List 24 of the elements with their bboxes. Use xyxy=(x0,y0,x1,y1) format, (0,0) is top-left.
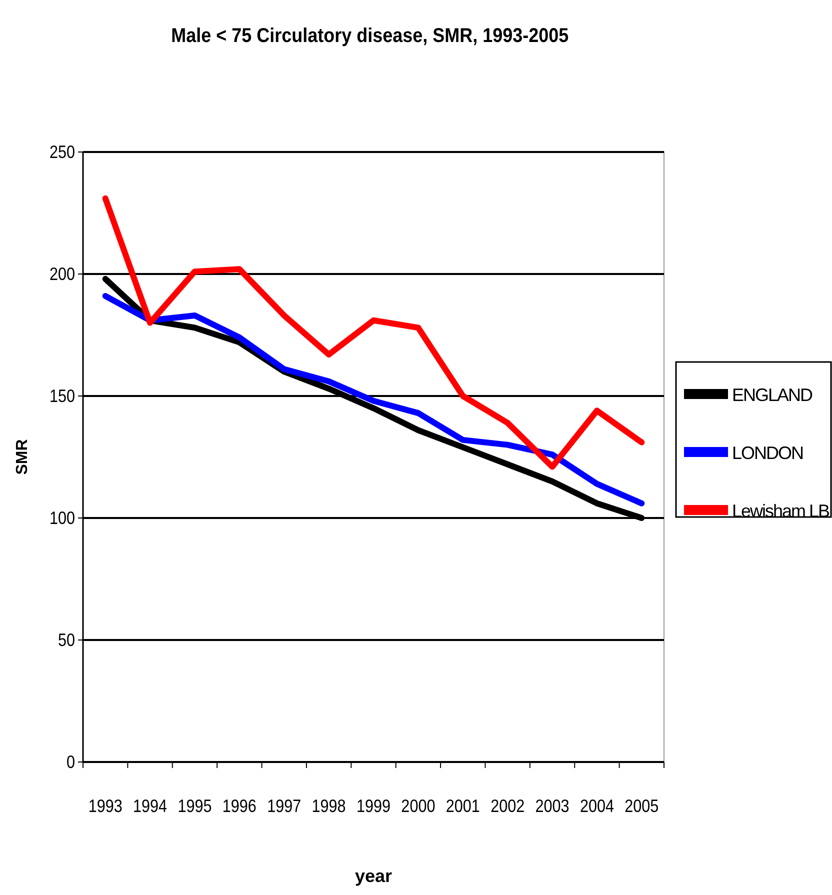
x-tick-label: 1995 xyxy=(178,796,212,816)
y-tick-label: 200 xyxy=(50,264,75,284)
x-tick-label: 2001 xyxy=(446,796,480,816)
chart-title: Male < 75 Circulatory disease, SMR, 1993-2005 xyxy=(171,25,570,48)
y-axis-title: SMR xyxy=(14,438,31,475)
x-tick-label: 1996 xyxy=(222,796,256,816)
x-tick-label: 1999 xyxy=(356,796,390,816)
x-tick-label: 1993 xyxy=(88,796,122,816)
x-tick-label: 2003 xyxy=(535,796,570,816)
x-tick-label: 1998 xyxy=(312,796,346,816)
x-tick-label: 2004 xyxy=(580,796,614,816)
x-tick-label: 1997 xyxy=(267,796,302,816)
y-tick-label: 0 xyxy=(66,752,75,772)
legend-label: ENGLAND xyxy=(732,385,814,405)
x-tick-label: 1994 xyxy=(133,796,168,816)
x-axis-title: year xyxy=(354,866,392,886)
legend-label: LONDON xyxy=(732,443,804,463)
x-tick-label: 2000 xyxy=(401,796,436,816)
x-tick-label: 2005 xyxy=(624,796,659,816)
y-tick-label: 50 xyxy=(58,630,75,650)
y-tick-label: 100 xyxy=(50,508,75,528)
x-tick-label: 2002 xyxy=(490,796,525,816)
y-tick-label: 150 xyxy=(50,386,75,406)
y-tick-label: 250 xyxy=(50,142,75,162)
